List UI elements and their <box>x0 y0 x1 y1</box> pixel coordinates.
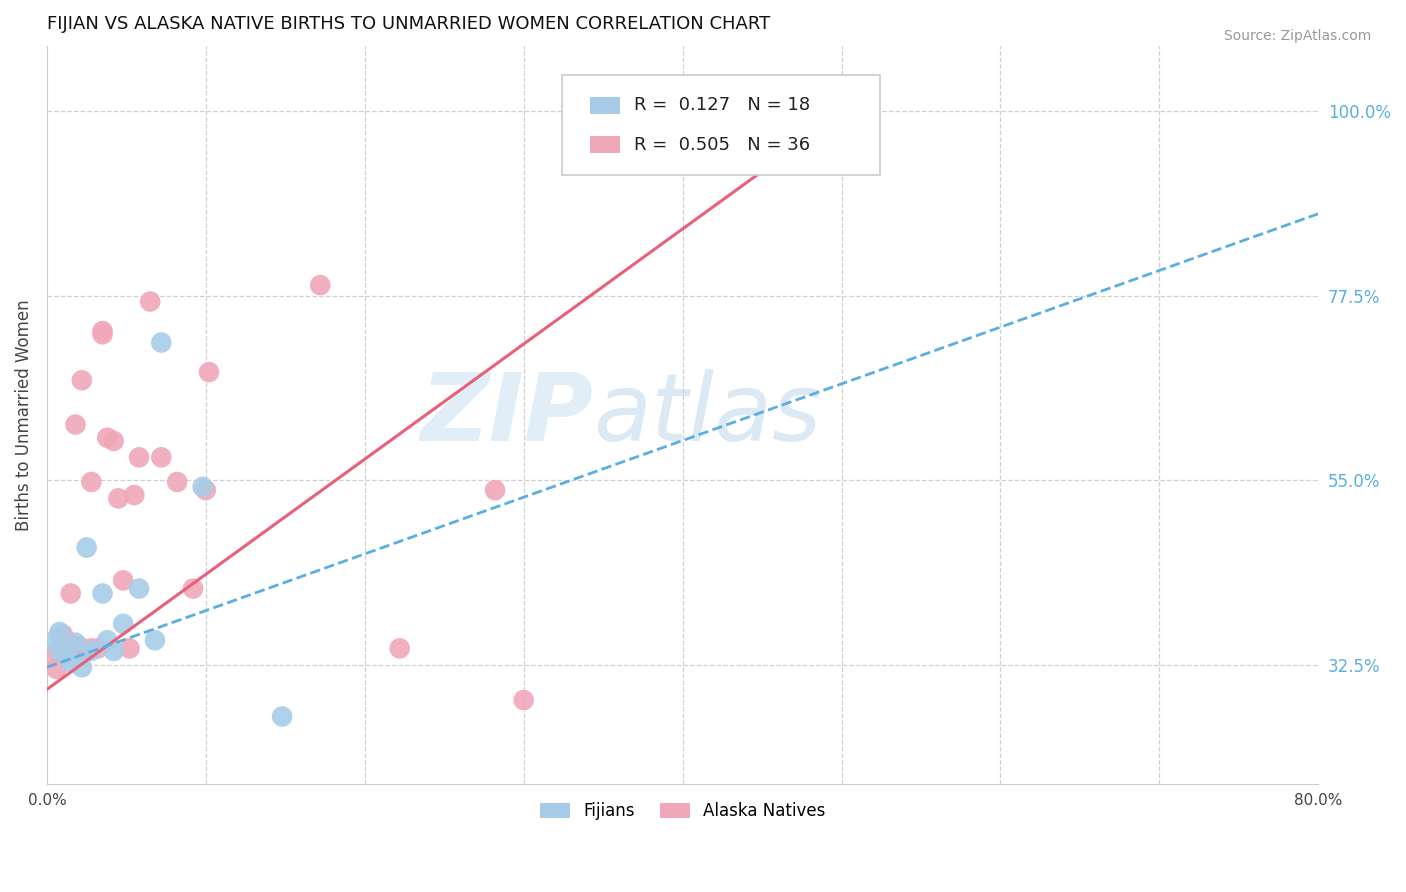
Point <box>103 644 125 658</box>
Point <box>150 450 173 465</box>
Point <box>271 709 294 723</box>
Point <box>70 660 93 674</box>
Point <box>67 639 90 653</box>
Point <box>107 491 129 506</box>
Point <box>150 335 173 350</box>
Point <box>41 649 63 664</box>
Point <box>96 431 118 445</box>
Point <box>484 483 506 497</box>
Point <box>80 644 103 658</box>
Point <box>512 693 534 707</box>
FancyBboxPatch shape <box>589 96 620 114</box>
Point <box>191 480 214 494</box>
Point <box>91 586 114 600</box>
Point <box>388 641 411 656</box>
Point <box>59 639 82 653</box>
Text: atlas: atlas <box>593 369 823 460</box>
Point <box>59 586 82 600</box>
Point <box>124 488 146 502</box>
Point <box>118 641 141 656</box>
Point <box>44 633 66 648</box>
Point <box>80 475 103 489</box>
Point <box>65 635 87 649</box>
Point <box>48 644 70 658</box>
Text: ZIP: ZIP <box>420 368 593 460</box>
Point <box>55 644 77 658</box>
Text: Source: ZipAtlas.com: Source: ZipAtlas.com <box>1223 29 1371 44</box>
Point <box>76 541 98 555</box>
Point <box>112 616 135 631</box>
Text: R =  0.127   N = 18: R = 0.127 N = 18 <box>634 96 810 114</box>
Point <box>59 656 82 670</box>
Text: FIJIAN VS ALASKA NATIVE BIRTHS TO UNMARRIED WOMEN CORRELATION CHART: FIJIAN VS ALASKA NATIVE BIRTHS TO UNMARR… <box>46 15 770 33</box>
Point <box>910 805 932 820</box>
Point <box>103 434 125 448</box>
Point <box>198 365 221 379</box>
Point <box>128 450 150 465</box>
Point <box>70 373 93 387</box>
Point <box>52 627 75 641</box>
Point <box>194 483 217 497</box>
Point <box>87 641 110 656</box>
FancyBboxPatch shape <box>589 136 620 153</box>
Point <box>65 644 87 658</box>
Point <box>55 647 77 661</box>
Point <box>91 327 114 342</box>
Point <box>65 417 87 432</box>
Point <box>91 324 114 338</box>
Point <box>48 625 70 640</box>
Point <box>143 633 166 648</box>
Point <box>76 644 98 658</box>
Text: R =  0.505   N = 36: R = 0.505 N = 36 <box>634 136 810 153</box>
Point <box>55 633 77 648</box>
Point <box>45 662 67 676</box>
Point <box>166 475 188 489</box>
Point <box>80 641 103 656</box>
Point <box>128 582 150 596</box>
Y-axis label: Births to Unmarried Women: Births to Unmarried Women <box>15 299 32 531</box>
Point <box>181 582 204 596</box>
Point <box>96 633 118 648</box>
Legend: Fijians, Alaska Natives: Fijians, Alaska Natives <box>533 796 832 827</box>
Point <box>139 294 162 309</box>
Point <box>309 278 332 293</box>
Point <box>48 641 70 656</box>
Point <box>112 574 135 588</box>
FancyBboxPatch shape <box>562 75 880 175</box>
